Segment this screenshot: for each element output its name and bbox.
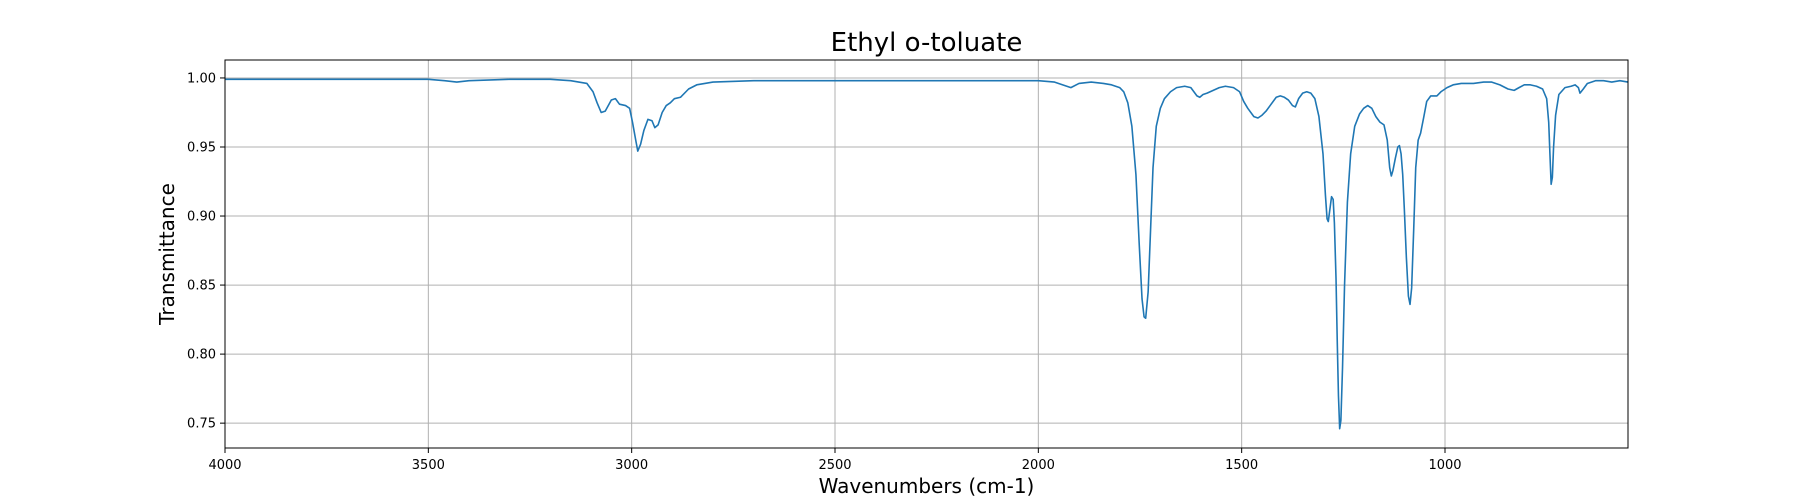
- x-tick-label: 1500: [1225, 458, 1258, 473]
- series-layer: [225, 78, 1629, 430]
- y-axis-title: Transmittance: [155, 183, 179, 326]
- y-tick-label: 0.75: [187, 417, 216, 432]
- x-tick-label: 4000: [208, 458, 241, 473]
- x-tick-label: 3500: [412, 458, 445, 473]
- x-axis-title: Wavenumbers (cm-1): [819, 474, 1035, 498]
- y-tick-label: 0.85: [187, 279, 216, 294]
- y-tick-label: 0.80: [187, 348, 216, 363]
- plot-area-frame: [224, 59, 1629, 449]
- chart-title: Ethyl o-toluate: [831, 28, 1023, 58]
- x-tick-label: 1000: [1428, 458, 1461, 473]
- x-tick-label: 2500: [818, 458, 851, 473]
- y-tick-label: 1.00: [187, 71, 216, 86]
- y-tick-label: 0.90: [187, 210, 216, 225]
- y-tick-label: 0.95: [187, 140, 216, 155]
- x-axis-ticks: 4000 3500 3000 2500 2000 1500 1000: [208, 448, 1462, 473]
- x-tick-label: 2000: [1022, 458, 1055, 473]
- grid-lines: [224, 60, 1628, 448]
- x-tick-label: 3000: [615, 458, 648, 473]
- y-axis-ticks: 0.75 0.80 0.85 0.90 0.95 1.00: [187, 71, 225, 432]
- spectrum-series-line: [225, 78, 1629, 430]
